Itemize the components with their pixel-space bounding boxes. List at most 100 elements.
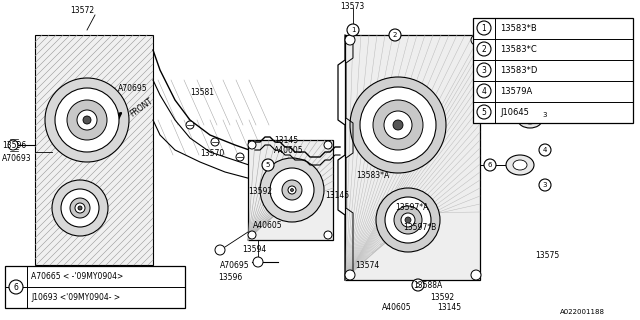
Circle shape — [248, 231, 256, 239]
Circle shape — [345, 270, 355, 280]
Text: A40605: A40605 — [382, 303, 412, 313]
Circle shape — [78, 206, 82, 210]
Text: 1: 1 — [351, 27, 355, 33]
Circle shape — [288, 186, 296, 194]
Text: J10693 <'09MY0904- >: J10693 <'09MY0904- > — [31, 293, 120, 302]
Text: 13145: 13145 — [325, 190, 349, 199]
Circle shape — [215, 245, 225, 255]
Text: 13588A: 13588A — [413, 281, 442, 290]
Circle shape — [394, 206, 422, 234]
Text: J10645: J10645 — [500, 108, 529, 116]
Circle shape — [389, 29, 401, 41]
Circle shape — [539, 109, 551, 121]
Circle shape — [471, 35, 481, 45]
Circle shape — [484, 159, 496, 171]
Circle shape — [471, 270, 481, 280]
Text: 13145: 13145 — [274, 135, 298, 145]
Circle shape — [9, 280, 23, 294]
Bar — [5, 266, 185, 308]
Circle shape — [8, 140, 18, 150]
Circle shape — [360, 87, 436, 163]
Text: A70693: A70693 — [2, 154, 31, 163]
Text: 3: 3 — [543, 182, 547, 188]
Circle shape — [83, 116, 91, 124]
Circle shape — [385, 197, 431, 243]
Bar — [473, 18, 633, 123]
Circle shape — [405, 217, 411, 223]
Text: 13573: 13573 — [340, 2, 364, 11]
Ellipse shape — [482, 78, 518, 102]
Text: A022001188: A022001188 — [560, 309, 605, 315]
Text: 13583*C: 13583*C — [500, 44, 537, 53]
Ellipse shape — [513, 160, 527, 170]
Circle shape — [77, 110, 97, 130]
Circle shape — [67, 100, 107, 140]
Circle shape — [477, 63, 491, 77]
Text: 13583*D: 13583*D — [500, 66, 538, 75]
Circle shape — [262, 159, 274, 171]
Circle shape — [324, 231, 332, 239]
Ellipse shape — [506, 155, 534, 175]
Text: A40605: A40605 — [253, 220, 283, 229]
Circle shape — [350, 77, 446, 173]
Text: 3: 3 — [481, 66, 486, 75]
Text: 13592: 13592 — [430, 293, 454, 302]
Circle shape — [70, 198, 90, 218]
Text: A70695: A70695 — [118, 84, 148, 92]
Circle shape — [412, 279, 424, 291]
Text: 13583*A: 13583*A — [356, 171, 389, 180]
Bar — [345, 35, 480, 280]
Text: 13592: 13592 — [248, 188, 272, 196]
Text: 4: 4 — [543, 147, 547, 153]
Circle shape — [45, 78, 129, 162]
Circle shape — [477, 105, 491, 119]
Text: 13581: 13581 — [190, 87, 214, 97]
Ellipse shape — [518, 112, 542, 128]
Circle shape — [539, 144, 551, 156]
Circle shape — [384, 111, 412, 139]
Circle shape — [477, 84, 491, 98]
Text: 6: 6 — [13, 283, 19, 292]
Circle shape — [260, 158, 324, 222]
Text: A40605: A40605 — [274, 146, 303, 155]
Text: 13596: 13596 — [218, 274, 243, 283]
Circle shape — [477, 42, 491, 56]
Circle shape — [186, 121, 194, 129]
Text: 13594: 13594 — [242, 245, 266, 254]
Ellipse shape — [491, 84, 509, 96]
Circle shape — [52, 180, 108, 236]
Circle shape — [345, 35, 355, 45]
Circle shape — [291, 188, 294, 191]
Text: A70695: A70695 — [220, 260, 250, 269]
Text: 13570: 13570 — [200, 148, 224, 157]
Circle shape — [539, 179, 551, 191]
Circle shape — [75, 203, 85, 213]
Circle shape — [211, 138, 219, 146]
Text: A70665 < -'09MY0904>: A70665 < -'09MY0904> — [31, 272, 124, 281]
Text: 13572: 13572 — [70, 5, 94, 14]
Text: 13597*A: 13597*A — [395, 203, 428, 212]
Bar — [35, 35, 153, 265]
Text: 13575: 13575 — [535, 251, 559, 260]
Text: 1: 1 — [482, 23, 486, 33]
Circle shape — [401, 213, 415, 227]
Circle shape — [55, 88, 119, 152]
Text: 5: 5 — [266, 162, 270, 168]
Circle shape — [477, 21, 491, 35]
Circle shape — [236, 153, 244, 161]
Text: FRONT: FRONT — [128, 96, 154, 118]
Circle shape — [282, 180, 302, 200]
Text: 3: 3 — [543, 112, 547, 118]
Circle shape — [347, 24, 359, 36]
Circle shape — [376, 188, 440, 252]
Circle shape — [253, 257, 263, 267]
Text: 13574: 13574 — [355, 260, 380, 269]
Circle shape — [270, 168, 314, 212]
Circle shape — [373, 100, 423, 150]
Text: 4: 4 — [481, 86, 486, 95]
Circle shape — [324, 141, 332, 149]
Bar — [248, 140, 333, 240]
Text: 13579A: 13579A — [500, 86, 532, 95]
Text: 5: 5 — [416, 282, 420, 288]
Text: 13145: 13145 — [437, 303, 461, 313]
